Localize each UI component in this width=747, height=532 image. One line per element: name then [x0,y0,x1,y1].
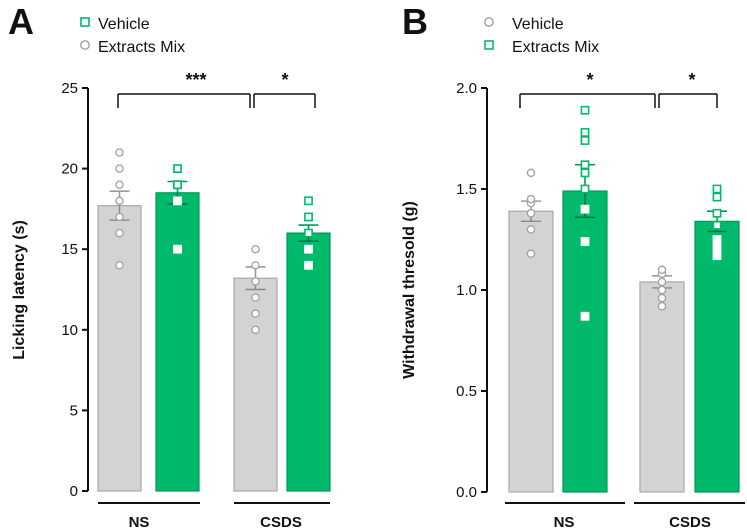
y-tick-label: 1.0 [456,282,477,299]
data-point-square [712,208,722,218]
data-point-square [304,260,313,270]
bar-csds-extracts-mix [694,220,740,493]
bar-ns-vehicle [508,210,554,493]
y-axis-ticks-a: 0 5 10 15 20 25 [61,80,330,504]
data-point-circle [251,293,260,302]
data-point-square [712,251,722,261]
bar-csds-vehicle [639,281,685,493]
legend-a: Vehicle Extracts Mix [80,16,185,56]
data-point-circle [115,148,124,157]
data-point-square [712,192,722,202]
data-point-circle [657,277,667,287]
data-point-circle [251,244,260,254]
data-point-circle [115,228,124,238]
group-label-csds: CSDS [669,514,711,531]
legend-marker-square [80,17,90,27]
data-point-circle [526,208,536,218]
legend-entry-label: Vehicle [512,16,564,33]
data-point-circle [526,249,536,258]
data-point-square [304,228,313,238]
panel-label-b: B [402,1,428,42]
data-point-circle [115,261,124,270]
data-point-square [304,244,313,254]
data-point-circle [657,293,667,303]
significance-label: * [586,70,593,90]
group-label-ns: NS [554,514,575,531]
bar-ns-extracts-mix [155,192,200,492]
data-point-square [304,212,313,222]
data-point-circle [251,325,260,335]
data-point-circle [251,261,260,270]
bar-ns-vehicle [97,205,142,492]
data-point-square [712,184,722,194]
data-point-circle [251,309,260,318]
data-point-circle [115,180,124,189]
bar-ns-extracts-mix [562,190,608,493]
panel-label-a: A [8,1,34,42]
data-point-circle [526,168,536,178]
data-point-square [580,160,590,170]
data-point-square [173,164,182,173]
data-point-square [712,220,722,230]
significance-label: *** [185,70,206,90]
bars-b [508,105,740,493]
legend-entry-label: Extracts Mix [98,39,185,56]
data-point-circle [526,194,536,204]
y-tick-label: 0 [70,483,78,500]
legend-marker-square [484,40,494,50]
data-point-circle [115,196,124,206]
y-tick-label: 25 [61,80,78,97]
group-label-csds: CSDS [260,514,302,531]
bar-csds-extracts-mix [286,232,331,492]
y-tick-label: 15 [61,241,78,258]
significance-label: * [688,70,695,90]
y-tick-label: 20 [61,161,78,178]
y-tick-label: 1.5 [456,181,477,198]
group-label-ns: NS [129,514,150,531]
data-point-square [173,196,182,206]
data-point-circle [115,164,124,173]
data-point-square [580,168,590,178]
data-point-square [580,184,590,194]
legend-marker-circle [80,40,90,50]
data-point-square [580,128,590,137]
legend-b: Vehicle Extracts Mix [484,16,599,56]
data-point-square [580,105,590,115]
data-point-square [580,311,590,321]
data-point-circle [115,212,124,222]
legend-entry-label: Extracts Mix [512,39,599,56]
data-point-square [580,136,590,145]
panel-a: A Vehicle Extracts Mix Licking latency (… [8,1,331,531]
data-point-square [173,180,182,190]
data-point-circle [251,277,260,286]
y-axis-ticks-b: 0.0 0.5 1.0 1.5 2.0 [456,80,745,504]
y-tick-label: 0.0 [456,484,477,501]
data-point-square [712,243,722,252]
data-point-circle [657,285,667,295]
data-point-square [173,244,182,254]
bars-a [97,148,331,492]
data-point-circle [526,225,536,234]
significance-label: * [281,70,288,90]
y-tick-label: 10 [61,322,78,339]
data-point-square [580,204,590,214]
data-point-circle [657,265,667,275]
legend-marker-circle [484,17,494,27]
y-axis-title-a: Licking latency (s) [11,220,28,360]
legend-entry-label: Vehicle [98,16,150,33]
data-point-square [304,196,313,206]
panel-b: B Vehicle Extracts Mix Withdrawal threso… [401,1,745,531]
y-tick-label: 2.0 [456,80,477,97]
data-point-circle [657,301,667,311]
data-point-square [580,237,590,246]
y-tick-label: 5 [70,402,78,419]
data-point-square [712,235,722,244]
significance-a: *** * [117,70,316,108]
y-axis-title-b: Withdrawal thresold (g) [401,201,418,379]
significance-b: * * [519,70,718,108]
y-tick-label: 0.5 [456,383,477,400]
